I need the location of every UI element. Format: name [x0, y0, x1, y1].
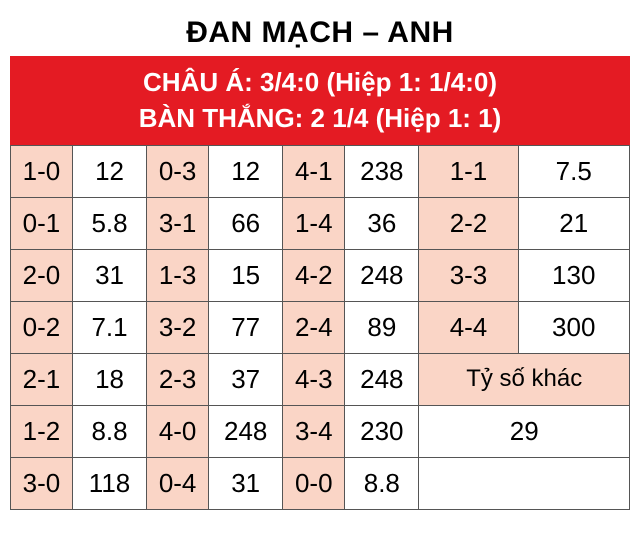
odds-cell: 77 [209, 301, 283, 353]
score-cell: 4-0 [147, 405, 209, 457]
odds-cell: 31 [209, 457, 283, 509]
odds-cell: 230 [345, 405, 419, 457]
score-cell: 3-2 [147, 301, 209, 353]
score-cell: 3-3 [419, 249, 518, 301]
score-cell: 3-0 [11, 457, 73, 509]
table-row: 3-01180-4310-08.8 [11, 457, 630, 509]
score-cell: 2-4 [283, 301, 345, 353]
table-row: 0-15.83-1661-4362-221 [11, 197, 630, 249]
odds-cell: 12 [209, 145, 283, 197]
odds-cell: 118 [72, 457, 146, 509]
odds-table: 1-0120-3124-12381-17.50-15.83-1661-4362-… [10, 145, 630, 510]
score-cell: 1-4 [283, 197, 345, 249]
odds-cell: 21 [518, 197, 630, 249]
table-row: 1-0120-3124-12381-17.5 [11, 145, 630, 197]
score-cell: 2-0 [11, 249, 73, 301]
odds-cell: 15 [209, 249, 283, 301]
score-cell: 4-2 [283, 249, 345, 301]
odds-cell: 300 [518, 301, 630, 353]
score-cell: 1-1 [419, 145, 518, 197]
odds-cell: 8.8 [345, 457, 419, 509]
score-cell: 0-3 [147, 145, 209, 197]
header-band: CHÂU Á: 3/4:0 (Hiệp 1: 1/4:0) BÀN THẮNG:… [10, 56, 630, 145]
odds-cell: 5.8 [72, 197, 146, 249]
table-row: 1-28.84-02483-423029 [11, 405, 630, 457]
score-cell: 4-1 [283, 145, 345, 197]
table-row: 2-1182-3374-3248Tỷ số khác [11, 353, 630, 405]
score-cell: 3-4 [283, 405, 345, 457]
score-cell: 1-2 [11, 405, 73, 457]
score-cell: 4-3 [283, 353, 345, 405]
score-cell: 3-1 [147, 197, 209, 249]
score-cell: 0-4 [147, 457, 209, 509]
table-row: 2-0311-3154-22483-3130 [11, 249, 630, 301]
score-cell: 4-4 [419, 301, 518, 353]
odds-cell: 248 [345, 249, 419, 301]
odds-cell: 37 [209, 353, 283, 405]
table-row: 0-27.13-2772-4894-4300 [11, 301, 630, 353]
other-scores-label: Tỷ số khác [419, 353, 630, 405]
odds-cell: 7.1 [72, 301, 146, 353]
odds-cell: 36 [345, 197, 419, 249]
odds-cell: 7.5 [518, 145, 630, 197]
other-scores-odds: 29 [419, 405, 630, 457]
score-cell: 0-0 [283, 457, 345, 509]
score-cell: 0-1 [11, 197, 73, 249]
score-cell: 1-0 [11, 145, 73, 197]
score-cell: 2-3 [147, 353, 209, 405]
score-cell: 2-1 [11, 353, 73, 405]
odds-cell: 130 [518, 249, 630, 301]
score-cell: 2-2 [419, 197, 518, 249]
match-title: ĐAN MẠCH – ANH [10, 10, 630, 56]
score-cell: 0-2 [11, 301, 73, 353]
odds-cell: 89 [345, 301, 419, 353]
odds-cell: 238 [345, 145, 419, 197]
odds-cell: 31 [72, 249, 146, 301]
betting-card: ĐAN MẠCH – ANH CHÂU Á: 3/4:0 (Hiệp 1: 1/… [10, 10, 630, 510]
odds-cell: 66 [209, 197, 283, 249]
score-cell: 1-3 [147, 249, 209, 301]
odds-cell: 248 [209, 405, 283, 457]
odds-cell: 18 [72, 353, 146, 405]
empty-cell [419, 457, 630, 509]
header-line-2: BÀN THẮNG: 2 1/4 (Hiệp 1: 1) [10, 100, 630, 136]
odds-cell: 8.8 [72, 405, 146, 457]
odds-cell: 248 [345, 353, 419, 405]
header-line-1: CHÂU Á: 3/4:0 (Hiệp 1: 1/4:0) [10, 64, 630, 100]
odds-cell: 12 [72, 145, 146, 197]
